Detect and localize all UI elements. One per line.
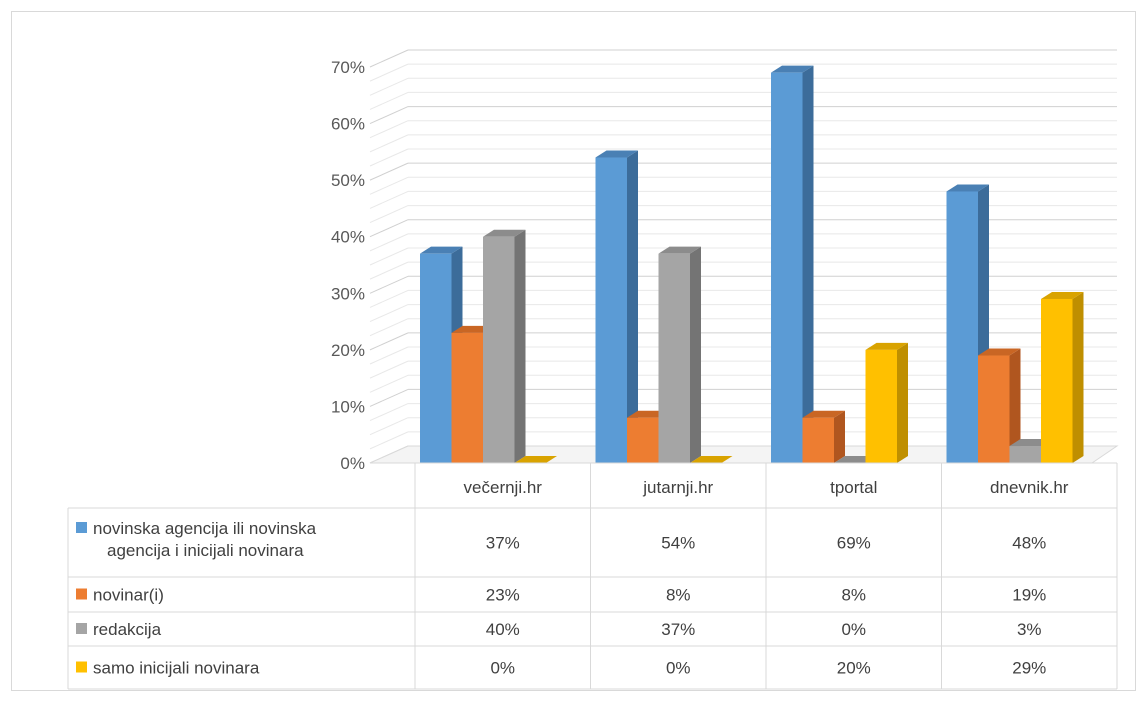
data-value: 40% <box>486 620 520 639</box>
gridline-side <box>370 149 408 166</box>
gridline-side <box>370 107 408 124</box>
data-value: 20% <box>837 659 871 678</box>
gridline-side <box>370 206 408 223</box>
bar-side <box>834 411 845 463</box>
gridline-side <box>370 333 408 350</box>
gridline-side <box>370 121 408 138</box>
y-tick-label: 40% <box>331 228 365 247</box>
y-tick-label: 20% <box>331 341 365 360</box>
gridline-side <box>370 78 408 95</box>
bar <box>483 237 515 463</box>
gridline-side <box>370 361 408 378</box>
data-value: 54% <box>661 534 695 553</box>
data-value: 37% <box>486 534 520 553</box>
bar <box>596 158 628 463</box>
gridline-side <box>370 220 408 237</box>
gridline-side <box>370 347 408 364</box>
y-tick-label: 50% <box>331 171 365 190</box>
data-value: 0% <box>666 659 691 678</box>
gridline-side <box>370 177 408 194</box>
bar <box>420 254 452 463</box>
bar-side <box>897 343 908 463</box>
category-label: dnevnik.hr <box>990 478 1069 497</box>
bar <box>866 350 898 463</box>
category-label: jutarnji.hr <box>642 478 713 497</box>
bar-side <box>1073 292 1084 463</box>
bar <box>1010 446 1042 463</box>
gridline-side <box>370 262 408 279</box>
gridline-side <box>370 375 408 392</box>
data-value: 3% <box>1017 620 1042 639</box>
gridline-side <box>370 319 408 336</box>
legend-key <box>76 522 87 533</box>
y-tick-label: 70% <box>331 58 365 77</box>
bar <box>452 333 484 463</box>
gridline-side <box>370 92 408 109</box>
bar <box>947 191 979 463</box>
data-value: 29% <box>1012 659 1046 678</box>
legend-label: redakcija <box>93 620 162 639</box>
gridline-side <box>370 135 408 152</box>
legend-label: novinska agencija ili novinska <box>93 519 317 538</box>
data-value: 23% <box>486 586 520 605</box>
data-value: 19% <box>1012 586 1046 605</box>
gridline-side <box>370 163 408 180</box>
gridline-side <box>370 305 408 322</box>
gridline-side <box>370 50 408 67</box>
gridline-side <box>370 290 408 307</box>
gridline-side <box>370 418 408 435</box>
gridline-side <box>370 404 408 421</box>
data-value: 37% <box>661 620 695 639</box>
bar <box>771 73 803 463</box>
data-value: 8% <box>841 586 866 605</box>
gridline-side <box>370 64 408 81</box>
bar-side <box>515 230 526 463</box>
gridline-side <box>370 234 408 251</box>
legend-key <box>76 623 87 634</box>
gridline-side <box>370 191 408 208</box>
data-value: 48% <box>1012 534 1046 553</box>
bar-side <box>803 66 814 463</box>
bar-side <box>690 247 701 463</box>
bar <box>803 418 835 463</box>
y-tick-label: 60% <box>331 115 365 134</box>
legend-label: novinar(i) <box>93 586 164 605</box>
y-tick-label: 30% <box>331 284 365 303</box>
bar <box>1041 299 1073 463</box>
category-label: tportal <box>830 478 877 497</box>
y-tick-label: 10% <box>331 397 365 416</box>
legend-key <box>76 589 87 600</box>
bar <box>659 254 691 463</box>
gridline-side <box>370 389 408 406</box>
legend-label: samo inicijali novinara <box>93 659 260 678</box>
data-value: 69% <box>837 534 871 553</box>
bar <box>627 418 659 463</box>
bar <box>978 356 1010 463</box>
legend-label: agencija i inicijali novinara <box>107 541 304 560</box>
gridline-side <box>370 432 408 449</box>
data-value: 0% <box>490 659 515 678</box>
data-value: 0% <box>841 620 866 639</box>
data-value: 8% <box>666 586 691 605</box>
y-tick-label: 0% <box>340 454 365 473</box>
gridline-side <box>370 248 408 265</box>
category-label: večernji.hr <box>464 478 543 497</box>
legend-key <box>76 662 87 673</box>
gridline-side <box>370 276 408 293</box>
